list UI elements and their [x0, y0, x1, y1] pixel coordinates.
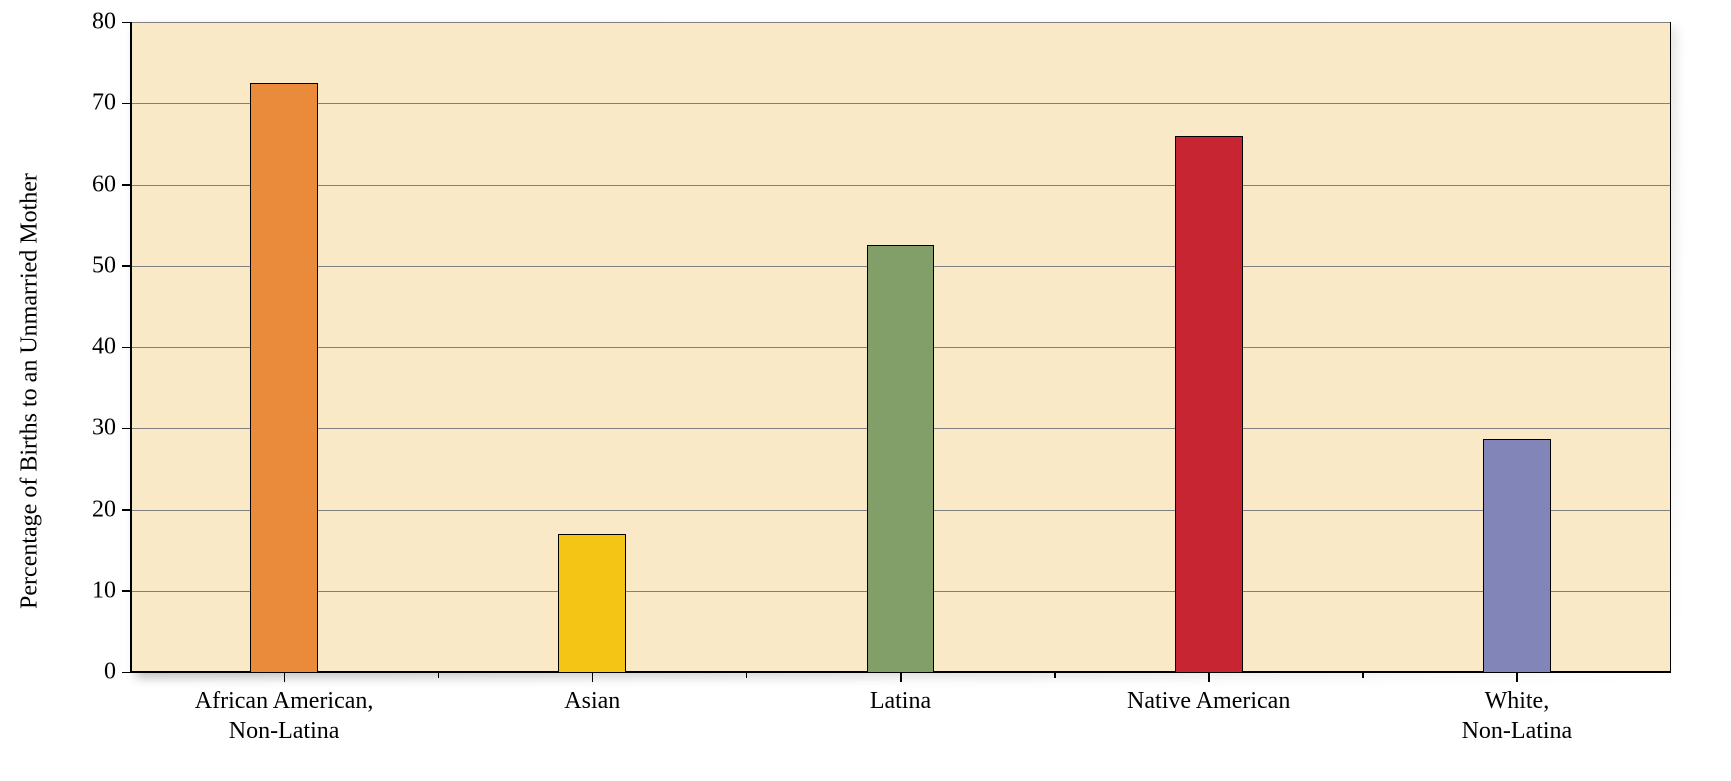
ytick-mark	[122, 672, 130, 674]
xtick-label: White, Non-Latina	[1363, 686, 1671, 746]
plot-area	[130, 22, 1671, 672]
ytick-mark	[122, 184, 130, 186]
gridline	[130, 185, 1670, 186]
ytick-label: 40	[70, 334, 116, 361]
xtick-mark	[900, 672, 902, 682]
ytick-label: 50	[70, 252, 116, 279]
ytick-label: 30	[70, 415, 116, 442]
xtick-mark-minor	[1362, 672, 1364, 678]
ytick-mark	[122, 428, 130, 430]
ytick-mark	[122, 347, 130, 349]
ytick-mark	[122, 590, 130, 592]
xtick-mark	[592, 672, 594, 682]
xtick-mark	[1208, 672, 1210, 682]
ytick-mark	[122, 265, 130, 267]
ytick-label: 60	[70, 171, 116, 198]
xtick-mark	[1516, 672, 1518, 682]
xtick-mark-minor	[438, 672, 440, 678]
ytick-label: 20	[70, 496, 116, 523]
gridline	[130, 22, 1670, 23]
bar	[1175, 136, 1243, 672]
bar	[1483, 439, 1551, 672]
ytick-mark	[122, 22, 130, 24]
ytick-mark	[122, 103, 130, 105]
xtick-mark-minor	[746, 672, 748, 678]
xtick-label: Latina	[746, 686, 1054, 716]
bar	[558, 534, 626, 672]
xtick-label: Native American	[1055, 686, 1363, 716]
y-axis-label: Percentage of Births to an Unmarried Mot…	[16, 173, 43, 609]
bar	[867, 245, 935, 672]
ytick-mark	[122, 509, 130, 511]
xtick-mark	[284, 672, 286, 682]
xtick-label: African American, Non-Latina	[130, 686, 438, 746]
xtick-mark-minor	[1054, 672, 1056, 678]
ytick-label: 10	[70, 577, 116, 604]
xtick-label: Asian	[438, 686, 746, 716]
y-axis-line	[130, 22, 132, 672]
bar	[250, 83, 318, 672]
ytick-label: 0	[70, 659, 116, 686]
gridline	[130, 103, 1670, 104]
ytick-label: 80	[70, 9, 116, 36]
bar-chart: Percentage of Births to an Unmarried Mot…	[0, 0, 1731, 781]
ytick-label: 70	[70, 90, 116, 117]
